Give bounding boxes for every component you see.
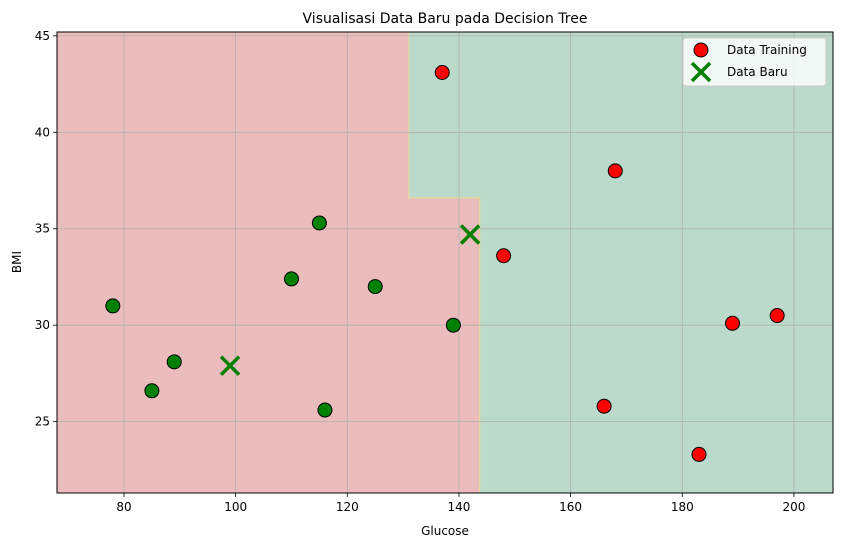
y-axis-ticks: 25 30 35 40 45: [35, 29, 57, 429]
training-point: [317, 402, 333, 418]
y-tick-label: 45: [35, 29, 50, 43]
y-tick-label: 25: [35, 415, 50, 429]
legend: Data Training Data Baru: [682, 37, 827, 87]
decision-regions: [57, 32, 833, 493]
training-point: [496, 248, 512, 264]
y-tick-label: 40: [35, 125, 50, 139]
training-point: [691, 446, 707, 462]
x-axis-title: Glucose: [421, 524, 469, 538]
x-tick-label: 140: [448, 500, 471, 514]
x-tick-label: 80: [116, 500, 131, 514]
training-point: [283, 271, 299, 287]
y-axis-title: BMI: [10, 251, 24, 273]
x-tick-label: 180: [671, 500, 694, 514]
x-tick-label: 160: [559, 500, 582, 514]
x-tick-label: 200: [782, 500, 805, 514]
y-tick-label: 35: [35, 222, 50, 236]
region-boundary: [408, 32, 481, 493]
x-tick-label: 100: [224, 500, 247, 514]
training-point: [144, 383, 160, 399]
training-point: [105, 298, 121, 314]
plot-frame: [56, 31, 834, 494]
training-point: [311, 215, 327, 231]
chart-title: Visualisasi Data Baru pada Decision Tree: [303, 11, 588, 27]
training-point: [725, 315, 741, 331]
legend-marker-circle: [693, 42, 709, 58]
training-point: [367, 279, 383, 295]
new-data-point: [459, 224, 481, 245]
legend-label: Data Baru: [727, 65, 788, 79]
new-data-point: [219, 355, 241, 376]
training-point: [769, 308, 785, 324]
legend-label: Data Training: [727, 43, 807, 57]
region-red: [57, 32, 480, 493]
legend-marker-x: [690, 61, 712, 83]
x-axis-ticks: 80 100 120 140 160 180 200: [116, 493, 805, 514]
region-green: [408, 32, 833, 493]
legend-box: [682, 37, 827, 87]
grid-lines: [57, 32, 833, 493]
x-tick-label: 120: [336, 500, 359, 514]
training-point: [445, 317, 461, 333]
data-points: [105, 65, 785, 462]
y-tick-label: 30: [35, 318, 50, 332]
training-point: [166, 354, 182, 370]
training-point: [434, 65, 450, 81]
training-point: [596, 398, 612, 414]
training-point: [607, 163, 623, 179]
